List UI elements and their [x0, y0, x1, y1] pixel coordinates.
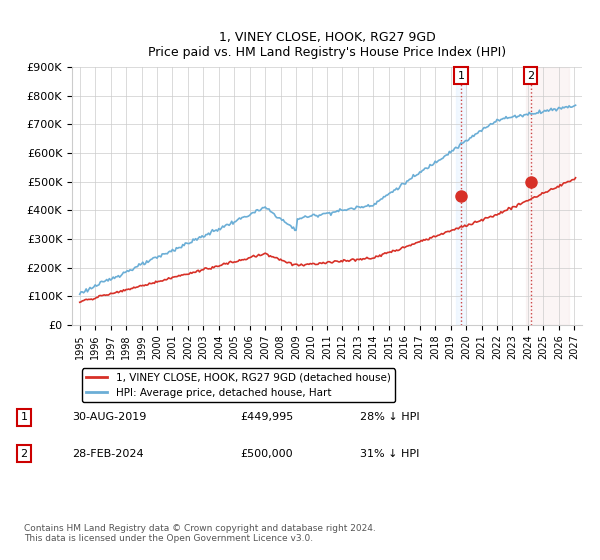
Title: 1, VINEY CLOSE, HOOK, RG27 9GD
Price paid vs. HM Land Registry's House Price Ind: 1, VINEY CLOSE, HOOK, RG27 9GD Price pai… — [148, 31, 506, 59]
Text: 1: 1 — [20, 412, 28, 422]
Text: 2: 2 — [20, 449, 28, 459]
Text: 2: 2 — [527, 71, 534, 81]
Text: £449,995: £449,995 — [240, 412, 293, 422]
Text: 1: 1 — [457, 71, 464, 81]
Bar — [457, 67, 466, 325]
Text: 28% ↓ HPI: 28% ↓ HPI — [360, 412, 419, 422]
Text: 28-FEB-2024: 28-FEB-2024 — [72, 449, 143, 459]
Text: Contains HM Land Registry data © Crown copyright and database right 2024.
This d: Contains HM Land Registry data © Crown c… — [24, 524, 376, 543]
Text: £500,000: £500,000 — [240, 449, 293, 459]
Text: 30-AUG-2019: 30-AUG-2019 — [72, 412, 146, 422]
Bar — [526, 67, 569, 325]
Legend: 1, VINEY CLOSE, HOOK, RG27 9GD (detached house), HPI: Average price, detached ho: 1, VINEY CLOSE, HOOK, RG27 9GD (detached… — [82, 368, 395, 402]
Text: 31% ↓ HPI: 31% ↓ HPI — [360, 449, 419, 459]
